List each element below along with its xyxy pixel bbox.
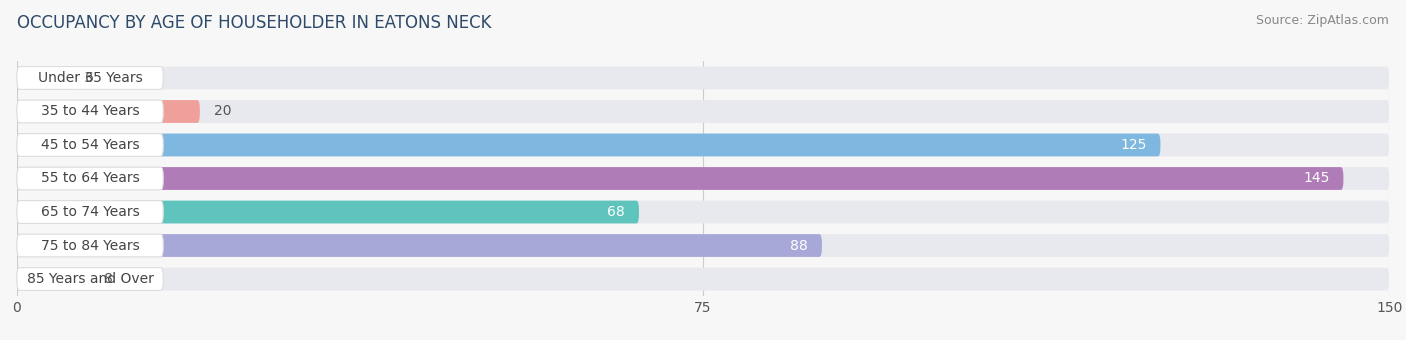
FancyBboxPatch shape (17, 134, 1389, 156)
FancyBboxPatch shape (17, 100, 163, 123)
Text: 145: 145 (1303, 171, 1330, 186)
FancyBboxPatch shape (17, 67, 72, 89)
FancyBboxPatch shape (17, 167, 163, 190)
FancyBboxPatch shape (17, 234, 163, 257)
FancyBboxPatch shape (17, 201, 163, 223)
Text: 8: 8 (104, 272, 112, 286)
FancyBboxPatch shape (17, 134, 163, 156)
Text: 85 Years and Over: 85 Years and Over (27, 272, 153, 286)
FancyBboxPatch shape (17, 268, 1389, 290)
Text: 88: 88 (790, 239, 808, 253)
FancyBboxPatch shape (17, 167, 1389, 190)
FancyBboxPatch shape (17, 201, 1389, 223)
FancyBboxPatch shape (17, 134, 1160, 156)
Text: 35 to 44 Years: 35 to 44 Years (41, 104, 139, 118)
FancyBboxPatch shape (17, 100, 1389, 123)
FancyBboxPatch shape (17, 234, 1389, 257)
Text: 45 to 54 Years: 45 to 54 Years (41, 138, 139, 152)
FancyBboxPatch shape (17, 67, 1389, 89)
Text: 20: 20 (214, 104, 231, 118)
Text: OCCUPANCY BY AGE OF HOUSEHOLDER IN EATONS NECK: OCCUPANCY BY AGE OF HOUSEHOLDER IN EATON… (17, 14, 491, 32)
FancyBboxPatch shape (17, 100, 200, 123)
FancyBboxPatch shape (17, 201, 638, 223)
FancyBboxPatch shape (17, 167, 1343, 190)
Text: 65 to 74 Years: 65 to 74 Years (41, 205, 139, 219)
Text: 68: 68 (607, 205, 626, 219)
FancyBboxPatch shape (17, 268, 90, 290)
Text: 55 to 64 Years: 55 to 64 Years (41, 171, 139, 186)
FancyBboxPatch shape (17, 67, 163, 89)
Text: 75 to 84 Years: 75 to 84 Years (41, 239, 139, 253)
FancyBboxPatch shape (17, 234, 823, 257)
FancyBboxPatch shape (17, 268, 163, 290)
Text: 125: 125 (1121, 138, 1147, 152)
Text: 6: 6 (86, 71, 94, 85)
Text: Source: ZipAtlas.com: Source: ZipAtlas.com (1256, 14, 1389, 27)
Text: Under 35 Years: Under 35 Years (38, 71, 142, 85)
